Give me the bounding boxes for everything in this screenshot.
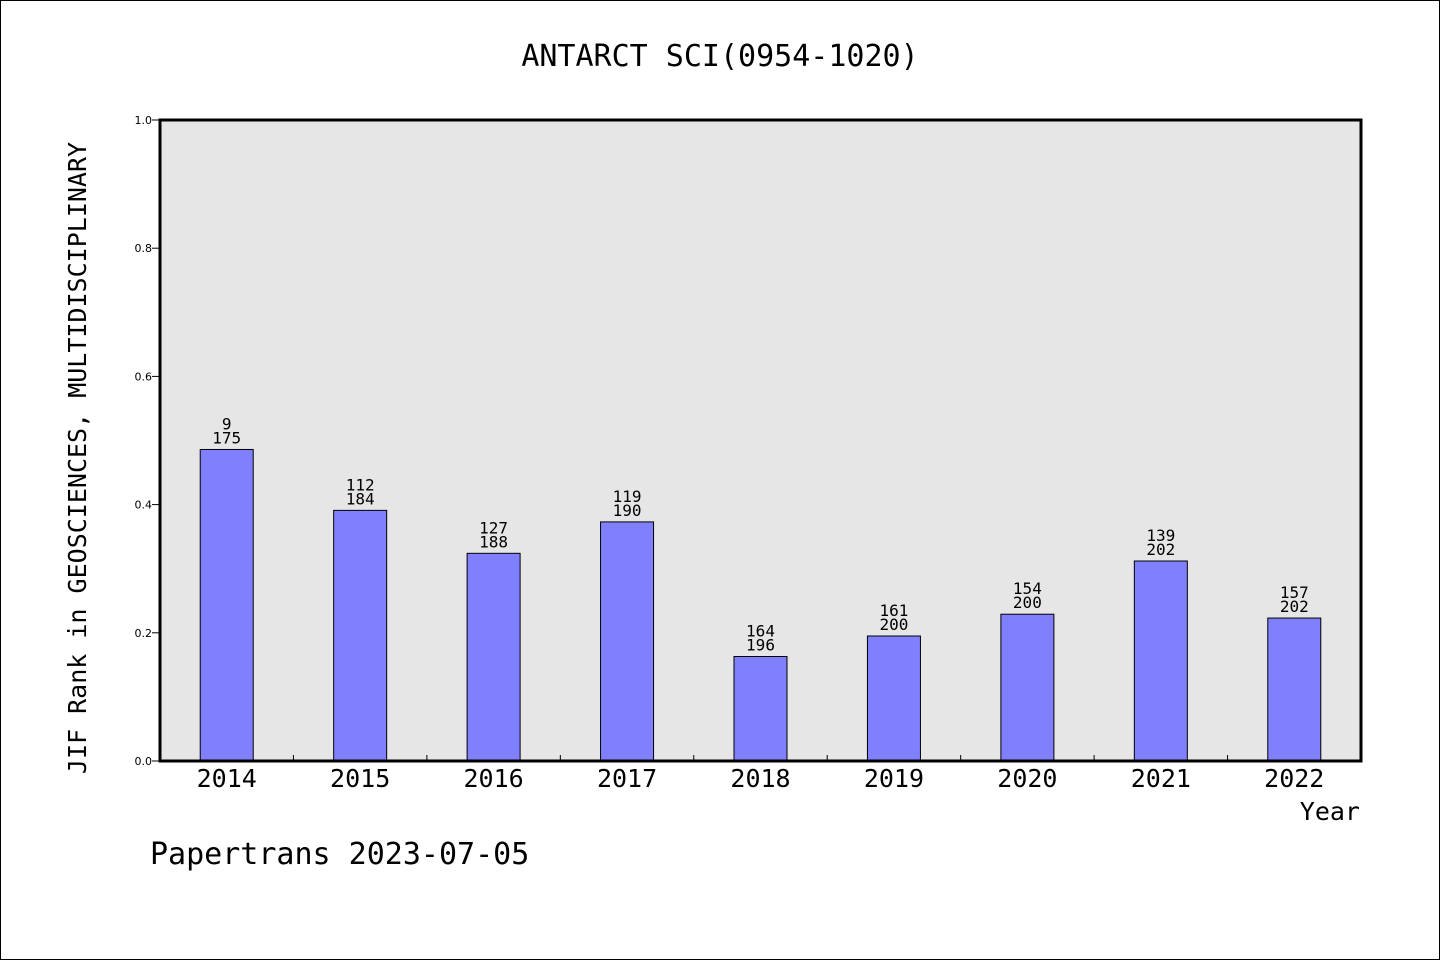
x-axis-ticks: 2014 2015 2016 2017 2018 2019 2020 2021 2022	[197, 755, 1324, 793]
bar-total-label: 184	[346, 489, 375, 508]
bar-total-label: 190	[613, 501, 642, 520]
bar-rank-label: 112	[346, 475, 375, 494]
x-axis-label: Year	[1300, 797, 1360, 826]
x-tick-label: 2021	[1131, 764, 1191, 793]
bar	[199, 448, 254, 762]
bar-total-label: 200	[1013, 593, 1042, 612]
bar-total-label: 175	[212, 428, 241, 447]
y-tick-label: 0.6	[135, 370, 153, 383]
bar-total-label: 188	[479, 532, 508, 551]
x-tick-label: 2014	[197, 764, 257, 793]
x-tick-label: 2017	[597, 764, 657, 793]
bar-labels: 9175112184127188119190164196161200154200…	[212, 414, 1308, 654]
y-tick-label: 0.2	[135, 627, 153, 640]
y-tick-label: 1.0	[135, 114, 153, 127]
bar	[866, 635, 921, 762]
x-tick-label: 2022	[1264, 764, 1324, 793]
bar-rank-label: 9	[222, 414, 232, 433]
bar-total-label: 196	[746, 636, 775, 655]
bar-rank-label: 154	[1013, 579, 1042, 598]
bar	[1000, 613, 1055, 762]
x-tick-label: 2020	[997, 764, 1057, 793]
bar-total-label: 202	[1280, 597, 1309, 616]
bar-rank-label: 139	[1146, 526, 1175, 545]
x-tick-label: 2015	[330, 764, 390, 793]
y-axis-label: JIF Rank in GEOSCIENCES, MULTIDISCIPLINA…	[63, 142, 92, 774]
y-tick-label: 0.0	[135, 755, 153, 768]
y-tick-label: 0.4	[135, 499, 153, 512]
bar-total-label: 202	[1146, 540, 1175, 559]
bar-rank-label: 157	[1280, 583, 1309, 602]
bar-rank-label: 164	[746, 622, 775, 641]
x-tick-label: 2019	[864, 764, 924, 793]
bar-rank-label: 127	[479, 518, 508, 537]
bar	[733, 656, 788, 762]
bar	[1267, 617, 1322, 762]
bar	[1133, 560, 1188, 762]
bar	[333, 509, 388, 762]
bar-rank-label: 119	[613, 487, 642, 506]
y-axis-ticks: 0.0 0.2 0.4 0.6 0.8 1.0	[135, 114, 160, 768]
bar	[466, 552, 521, 762]
y-tick-label: 0.8	[135, 242, 153, 255]
bar	[600, 521, 655, 762]
plot-border	[158, 118, 1363, 763]
x-tick-label: 2016	[464, 764, 524, 793]
x-tick-label: 2018	[730, 764, 790, 793]
bars	[199, 448, 1322, 762]
chart-title: ANTARCT SCI(0954-1020)	[521, 39, 918, 74]
bar-rank-label: 161	[879, 601, 908, 620]
footer-text: Papertrans 2023-07-05	[150, 837, 529, 872]
bar-total-label: 200	[879, 615, 908, 634]
